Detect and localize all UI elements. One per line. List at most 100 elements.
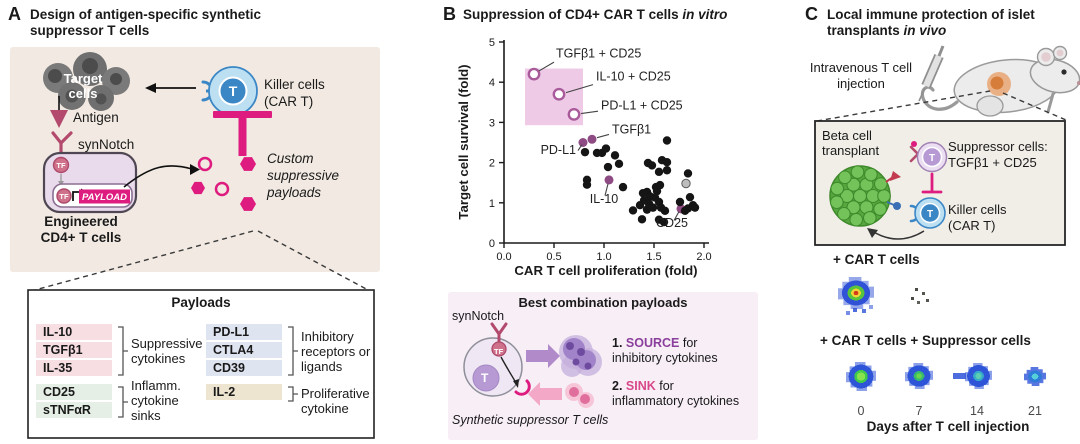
data-point-other-payloads xyxy=(635,201,645,210)
data-point-other-payloads xyxy=(601,144,611,153)
data-point-other-payloads xyxy=(654,167,664,177)
y-tick-label: 3 xyxy=(489,117,495,129)
data-point-other-payloads xyxy=(638,188,648,198)
payloads-title: Payloads xyxy=(171,295,231,310)
bioluminescence-image-hotspot xyxy=(833,268,889,320)
y-tick-label: 5 xyxy=(489,37,495,49)
mouse-nose xyxy=(1077,81,1080,85)
payload-row-cd39: CD39 xyxy=(206,360,282,376)
group-label-suppressive: Suppressive cytokines xyxy=(131,336,203,366)
engineered-cell-label: Engineered CD4+ T cells xyxy=(24,214,138,246)
combo-caption: Synthetic suppressor T cells xyxy=(452,413,609,427)
payload-row-cd25: CD25 xyxy=(36,384,112,400)
day-labels-row: 0 7 14 21 xyxy=(833,404,1063,418)
killer-attack-curve xyxy=(871,230,925,240)
x-tick-label: 0.0 xyxy=(496,251,511,263)
killer-cell-icon xyxy=(201,66,258,116)
killer-cells-label: Killer cells (CAR T) xyxy=(264,76,325,110)
annotation-label: PD-L1 xyxy=(541,143,576,157)
y-tick-label: 1 xyxy=(489,198,495,210)
antigen-to-suppressor-arrow xyxy=(890,171,901,181)
x-tick-label: 2.0 xyxy=(696,251,711,263)
row2-label: + CAR T cells + Suppressor cells xyxy=(820,333,1031,348)
y-tick-label: 0 xyxy=(489,238,495,250)
combo-t-label: T xyxy=(481,371,489,385)
tf-label-bottom: TF xyxy=(59,192,69,201)
data-point-other-payloads xyxy=(614,159,624,169)
sink-text-line1: 2. SINK for xyxy=(612,379,674,393)
x-axis-label: CAR T cell proliferation (fold) xyxy=(514,263,697,278)
data-point-highlighted-single-payloads xyxy=(578,138,588,147)
injection-label: Intravenous T cell injection xyxy=(798,60,924,92)
data-point-other-payloads xyxy=(655,180,665,190)
panel-c-diagram: T T xyxy=(814,45,1080,246)
annotation-label: IL-10 + CD25 xyxy=(596,70,671,84)
target-cells-icon xyxy=(43,52,130,111)
data-point-other-payloads xyxy=(618,182,628,192)
secretion-arrowhead xyxy=(190,164,200,175)
payload-row-il10: IL-10 xyxy=(36,324,112,340)
panel-b-title-italic: in vitro xyxy=(682,7,728,22)
annotation-leader xyxy=(565,84,594,94)
killer-t-label: T xyxy=(229,83,238,99)
annotation-leader xyxy=(538,61,555,72)
panel-c-title-line2-italic: in vivo xyxy=(903,23,947,38)
antigen-arrow-icon xyxy=(50,110,68,128)
row1-label: + CAR T cells xyxy=(833,252,920,267)
day-label-14: 14 xyxy=(970,404,984,418)
day-label-21: 21 xyxy=(1028,404,1042,418)
antigen-to-killer-stem xyxy=(886,201,895,206)
sink-num: 2. xyxy=(612,379,626,393)
panel-c-title-line2: transplants in vivo xyxy=(827,23,1035,39)
inhibition-t-icon xyxy=(213,111,272,156)
mouse-tail xyxy=(920,85,959,111)
inhibitory-cytokine-blob-icon xyxy=(559,335,602,377)
annotation-leader xyxy=(577,144,583,151)
bioluminescence-image-blob-medium xyxy=(891,351,947,403)
annotation-label: TGFβ1 + CD25 xyxy=(556,46,641,60)
data-point-other-payloads xyxy=(582,180,592,189)
target-cells-label: Target cells xyxy=(58,71,108,101)
mouse-eye xyxy=(1061,69,1067,75)
tf-circle-bottom xyxy=(56,188,72,204)
group-label-sinks: Inflamm. cytokine sinks xyxy=(131,378,181,423)
engineered-line2: CD4+ T cells xyxy=(40,230,122,245)
target-label-line2: cells xyxy=(68,86,98,101)
payload-row-pdl1: PD-L1 xyxy=(206,324,282,340)
data-point-other-payloads xyxy=(662,136,672,145)
y-tick-label: 2 xyxy=(489,158,495,170)
custom-payloads-label: Custom suppressive payloads xyxy=(267,151,340,200)
suppressor-t-label: T xyxy=(929,153,935,164)
annotation-leader xyxy=(673,211,680,221)
annotation-label: CD25 xyxy=(656,216,688,230)
antigen-to-killer-dot xyxy=(893,202,901,210)
killer-cells-label-c: Killer cells (CAR T) xyxy=(948,202,1007,234)
data-point-other-payloads xyxy=(685,192,695,202)
payload-gene-label: PAYLOAD xyxy=(82,192,127,203)
panel-b-title: Suppression of CD4+ CAR T cells in vitro xyxy=(463,7,727,23)
payload-row-il2: IL-2 xyxy=(206,384,282,400)
annotation-label: PD-L1 + CD25 xyxy=(601,99,683,113)
suppressor-cell-schematic xyxy=(463,322,531,397)
mouse-front-leg xyxy=(1046,92,1055,114)
sink-text-line2: inflammatory cytokines xyxy=(612,394,740,408)
killer-label-line1: Killer cells xyxy=(264,77,325,92)
data-point-other-payloads xyxy=(680,206,690,216)
days-axis-label: Days after T cell injection xyxy=(866,419,1030,434)
annotation-leader xyxy=(604,183,609,196)
bioluminescence-image-blob-large xyxy=(833,351,889,403)
beta-cell-cluster-icon xyxy=(829,165,891,227)
payload-row-ctla4: CTLA4 xyxy=(206,342,282,358)
data-point-other-payloads xyxy=(603,162,613,172)
killer-cell-icon-c xyxy=(909,197,946,229)
panel-c-title-line2-pre: transplants xyxy=(827,23,904,38)
data-point-other-payloads xyxy=(675,197,685,207)
tf-circle-top xyxy=(52,156,70,174)
panel-a-title-line1: Design of antigen-specific synthetic xyxy=(30,7,262,22)
syringe-icon xyxy=(918,45,945,102)
attack-arrow xyxy=(145,83,196,93)
killer-attack-arrowhead xyxy=(867,228,878,238)
suppressor-cell-icon xyxy=(909,141,948,173)
suppressor-line2: TGFβ1 + CD25 xyxy=(948,155,1037,170)
